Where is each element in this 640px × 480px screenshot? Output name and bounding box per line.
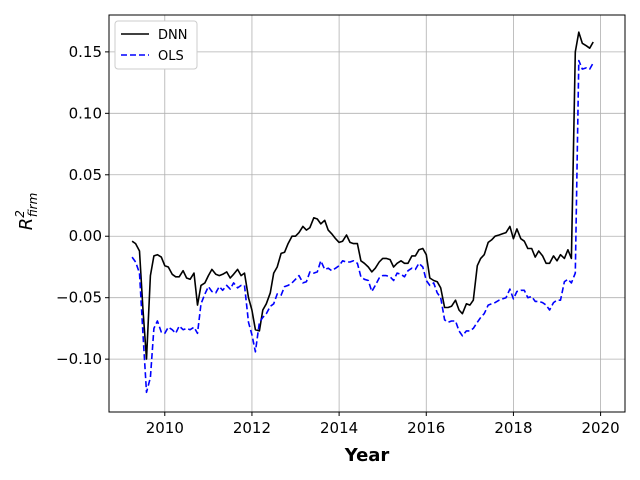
- legend-label-dnn: DNN: [158, 28, 187, 43]
- y-axis-title-base: R: [16, 218, 37, 231]
- y-tick-label: 0.00: [69, 227, 102, 245]
- x-axis-title: Year: [344, 445, 390, 466]
- legend: DNN OLS: [114, 20, 198, 70]
- x-tick-label: 2012: [233, 419, 271, 437]
- plot-frame: [108, 14, 626, 413]
- x-tick-label: 2016: [407, 419, 445, 437]
- y-tick-label: 0.15: [69, 43, 102, 61]
- series-line-ols: [131, 59, 594, 394]
- x-tick-label: 2010: [146, 419, 184, 437]
- series-line-dnn: [131, 31, 594, 360]
- x-tick-label: 2020: [582, 419, 620, 437]
- legend-box: [114, 20, 198, 70]
- x-tick-label: 2014: [320, 419, 358, 437]
- legend-label-ols: OLS: [158, 49, 184, 64]
- y-tick-label: 0.05: [69, 166, 102, 184]
- x-tick-label: 2018: [494, 419, 532, 437]
- y-axis-title-subscript: firm: [26, 193, 40, 217]
- y-axis-title: R2firm: [13, 193, 40, 231]
- y-axis-title-superscript: 2: [13, 210, 27, 218]
- y-tick-label: −0.05: [56, 289, 102, 307]
- grid: [109, 15, 625, 412]
- y-tick-label: 0.10: [69, 104, 102, 122]
- y-tick-label: −0.10: [56, 350, 102, 368]
- series-group: [131, 31, 594, 394]
- axis-ticks: 2010 2012 2014 2016 2018 2020 −0.10 −0.05 0.00 0.…: [56, 43, 620, 437]
